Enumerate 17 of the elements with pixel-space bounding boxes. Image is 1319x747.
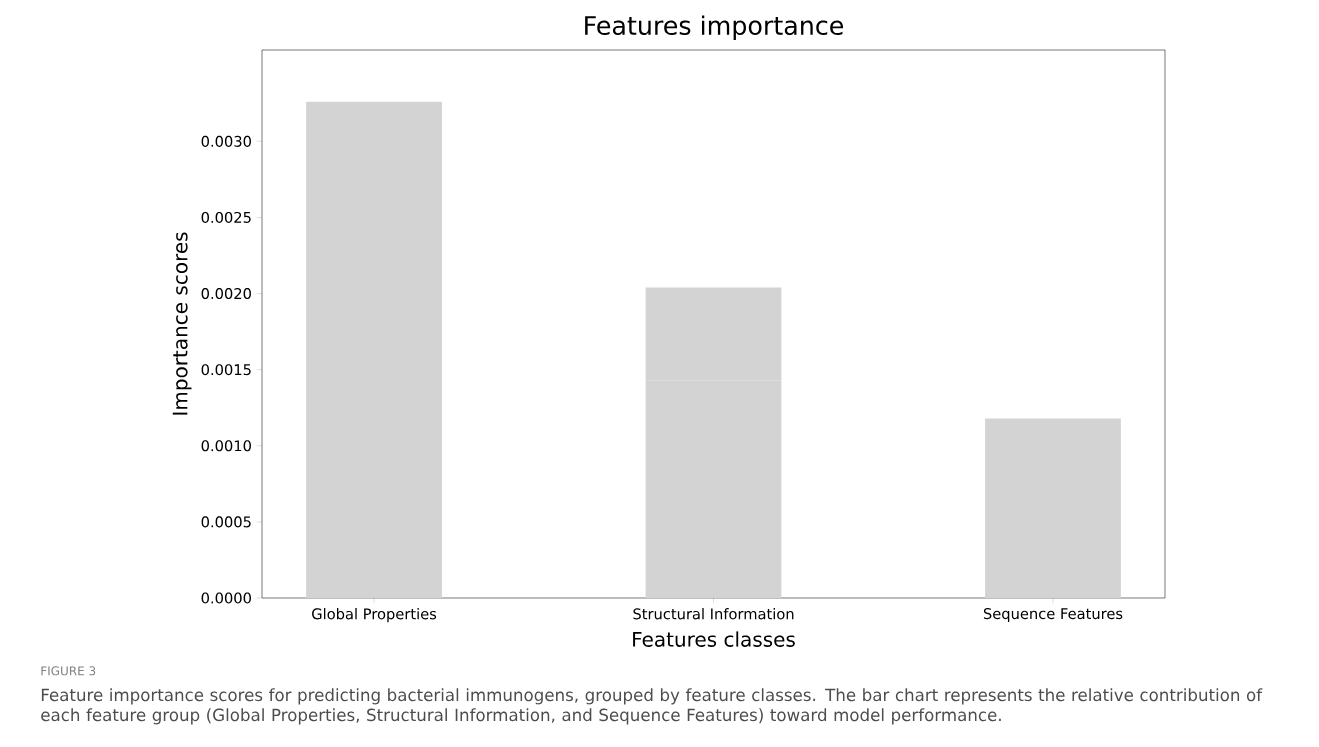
y-tick-label: 0.0000 (201, 592, 251, 604)
x-tick-label: Global Properties (312, 608, 437, 623)
y-tick-label: 0.0005 (201, 516, 251, 528)
bar (306, 101, 442, 598)
y-tick-label: 0.0025 (201, 211, 251, 223)
y-tick-label: 0.0010 (201, 440, 251, 452)
chart-title: Features importance (585, 15, 844, 40)
text: Feature importance scores for predicting bacterial immunogens, grouped by feature classes. The bar chart represents the relative contribution of each feature group (Global Properties, Structural Information, and Sequence Features) toward model performance. (41, 688, 1263, 725)
y-tick-label: 0.0015 (201, 364, 251, 376)
y-axis-title: Importance scores (172, 232, 192, 415)
bar (985, 418, 1121, 598)
y-tick-label: 0.0030 (201, 135, 251, 147)
x-tick-label: Structural Information (633, 608, 794, 620)
x-axis-title: Features classes (633, 631, 795, 647)
caption: FIGURE 3 (41, 666, 96, 676)
y-tick-label: 0.0020 (201, 288, 251, 300)
x-tick-label: Sequence Features (983, 608, 1123, 622)
